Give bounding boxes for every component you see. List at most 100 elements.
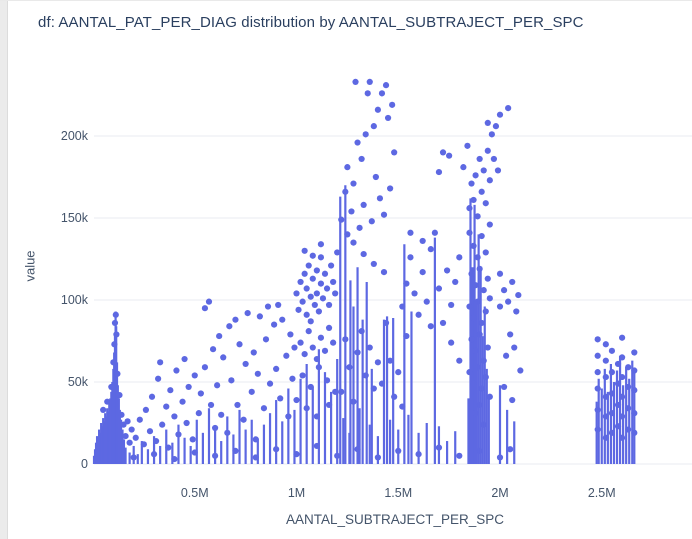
data-point[interactable] (171, 455, 178, 463)
data-point[interactable] (407, 229, 414, 236)
data-point[interactable] (124, 418, 131, 425)
data-point[interactable] (509, 278, 516, 286)
data-point[interactable] (301, 270, 308, 277)
data-point[interactable] (350, 398, 357, 405)
data-point[interactable] (474, 298, 481, 305)
data-point[interactable] (244, 310, 251, 317)
data-point[interactable] (142, 406, 150, 413)
data-point[interactable] (214, 382, 221, 389)
data-point[interactable] (374, 359, 381, 366)
data-point[interactable] (354, 349, 361, 356)
data-point[interactable] (163, 403, 170, 410)
data-point[interactable] (478, 188, 485, 195)
data-point[interactable] (395, 369, 402, 376)
data-point[interactable] (220, 354, 227, 361)
data-point[interactable] (608, 390, 616, 397)
data-point[interactable] (366, 78, 373, 85)
data-point[interactable] (619, 373, 626, 381)
data-point[interactable] (466, 205, 473, 212)
data-point[interactable] (507, 331, 514, 338)
data-point[interactable] (631, 367, 638, 374)
data-point[interactable] (415, 451, 422, 458)
data-point[interactable] (313, 442, 320, 450)
data-point[interactable] (293, 290, 300, 297)
data-point[interactable] (346, 364, 353, 371)
data-point[interactable] (338, 388, 345, 395)
data-point[interactable] (334, 452, 341, 459)
data-point[interactable] (378, 380, 386, 387)
data-point[interactable] (250, 349, 257, 356)
data-point[interactable] (360, 201, 367, 208)
data-point[interactable] (370, 385, 377, 392)
data-point[interactable] (370, 260, 377, 268)
data-point[interactable] (619, 354, 626, 361)
data-point[interactable] (114, 370, 121, 377)
data-point[interactable] (354, 139, 361, 146)
data-point[interactable] (631, 349, 638, 356)
data-point[interactable] (179, 398, 186, 405)
data-point[interactable] (468, 180, 475, 187)
data-point[interactable] (152, 437, 160, 445)
data-point[interactable] (380, 211, 388, 218)
data-point[interactable] (488, 131, 495, 138)
data-point[interactable] (175, 431, 182, 438)
data-point[interactable] (411, 290, 418, 297)
data-point[interactable] (594, 369, 601, 376)
data-point[interactable] (482, 200, 489, 207)
data-point[interactable] (260, 405, 268, 412)
data-point[interactable] (517, 367, 524, 374)
data-point[interactable] (240, 416, 247, 423)
data-point[interactable] (472, 172, 479, 179)
data-point[interactable] (295, 306, 302, 313)
data-point[interactable] (431, 229, 438, 236)
data-point[interactable] (279, 316, 286, 323)
data-point[interactable] (602, 393, 609, 400)
data-point[interactable] (380, 269, 388, 276)
data-point[interactable] (118, 411, 125, 418)
data-point[interactable] (116, 392, 123, 399)
data-point[interactable] (313, 290, 320, 297)
data-point[interactable] (344, 164, 351, 171)
data-point[interactable] (482, 249, 489, 256)
data-point[interactable] (321, 270, 329, 277)
data-point[interactable] (122, 433, 129, 440)
data-point[interactable] (500, 287, 508, 294)
data-point[interactable] (435, 285, 443, 292)
data-point[interactable] (201, 305, 209, 312)
data-point[interactable] (594, 406, 601, 413)
data-point[interactable] (232, 316, 239, 323)
data-point[interactable] (266, 380, 274, 387)
data-point[interactable] (496, 270, 504, 277)
data-point[interactable] (195, 410, 202, 417)
data-point[interactable] (321, 347, 329, 354)
data-point[interactable] (602, 413, 609, 420)
data-point[interactable] (348, 208, 355, 215)
data-point[interactable] (299, 298, 306, 305)
data-point[interactable] (319, 295, 327, 302)
data-point[interactable] (608, 369, 616, 376)
data-point[interactable] (150, 451, 158, 458)
data-point[interactable] (212, 452, 219, 459)
data-point[interactable] (372, 173, 379, 181)
data-point[interactable] (466, 303, 473, 310)
data-point[interactable] (602, 341, 609, 348)
data-point[interactable] (415, 311, 422, 318)
data-point[interactable] (443, 267, 451, 274)
data-point[interactable] (602, 373, 609, 381)
data-point[interactable] (594, 426, 601, 433)
data-point[interactable] (480, 287, 487, 294)
data-point[interactable] (315, 364, 322, 371)
data-point[interactable] (126, 439, 133, 446)
data-point[interactable] (301, 351, 308, 358)
data-point[interactable] (354, 446, 361, 453)
data-point[interactable] (303, 311, 310, 318)
data-point[interactable] (112, 311, 119, 318)
data-point[interactable] (191, 372, 198, 379)
data-point[interactable] (474, 254, 481, 261)
data-point[interactable] (301, 247, 308, 254)
data-point[interactable] (262, 336, 270, 343)
data-point[interactable] (374, 106, 381, 113)
data-point[interactable] (448, 339, 455, 346)
data-point[interactable] (313, 413, 320, 420)
data-point[interactable] (358, 155, 365, 163)
